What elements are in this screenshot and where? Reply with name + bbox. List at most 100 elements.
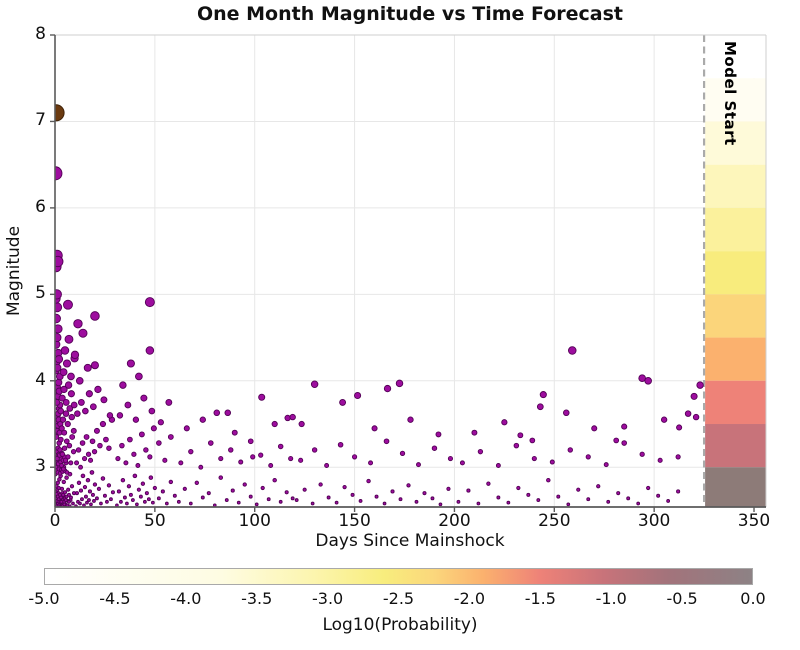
aftershock-point (326, 495, 331, 500)
aftershock-point (90, 361, 99, 370)
aftershock-point (148, 475, 154, 480)
aftershock-point (156, 496, 161, 501)
aftershock-point (64, 420, 71, 428)
forecast-bin (705, 337, 766, 381)
aftershock-point (150, 425, 157, 432)
aftershock-point (290, 496, 295, 501)
mainshock-point (55, 104, 65, 122)
aftershock-point (200, 495, 205, 500)
x-tick-label: 50 (144, 511, 166, 531)
aftershock-point (124, 401, 132, 409)
aftershock-point (62, 359, 72, 368)
colorbar-label: Log10(Probability) (322, 615, 478, 635)
aftershock-point (182, 486, 187, 491)
aftershock-point (311, 447, 318, 453)
aftershock-point (294, 498, 299, 502)
aftershock-point (268, 463, 274, 468)
aftershock-point (92, 482, 98, 487)
aftershock-point (116, 412, 124, 419)
aftershock-point (55, 355, 64, 364)
colorbar-tick-label: -5.0 (28, 589, 60, 608)
aftershock-point (506, 500, 511, 505)
aftershock-point (399, 450, 406, 457)
aftershock-point (63, 498, 68, 502)
y-tick-label: 8 (35, 24, 46, 44)
aftershock-point (517, 432, 524, 439)
aftershock-point (289, 413, 296, 421)
aftershock-point (310, 380, 319, 388)
forecast-bin (705, 380, 766, 425)
aftershock-point (138, 494, 143, 499)
x-tick-label: 300 (637, 511, 671, 531)
aftershock-point (566, 502, 571, 507)
aftershock-point (476, 501, 481, 506)
aftershock-point (78, 464, 83, 470)
aftershock-point (603, 462, 609, 468)
aftershock-point (198, 464, 204, 470)
aftershock-point (254, 502, 259, 507)
aftershock-point (536, 403, 544, 411)
aftershock-point (55, 324, 63, 334)
aftershock-point (59, 495, 63, 500)
aftershock-point (140, 481, 146, 486)
aftershock-point (62, 490, 68, 495)
aftershock-point (228, 447, 234, 453)
x-axis-label: Days Since Mainshock (315, 531, 505, 551)
colorbar-tick-label: -4.0 (170, 589, 202, 608)
colorbar-tick-label: -3.0 (311, 589, 344, 608)
aftershock-point (85, 477, 91, 483)
aftershock-point (79, 440, 86, 446)
aftershock-point (218, 475, 224, 480)
aftershock-point (414, 499, 419, 504)
aftershock-point (74, 491, 79, 496)
aftershock-point (230, 488, 235, 493)
aftershock-point (516, 485, 521, 491)
aftershock-point (696, 381, 704, 389)
aftershock-point (100, 396, 108, 404)
aftershock-point (199, 416, 206, 423)
aftershock-point (61, 429, 68, 436)
aftershock-point (97, 442, 103, 449)
aftershock-point (568, 346, 577, 355)
forecast-band (705, 35, 766, 507)
aftershock-point (95, 496, 99, 501)
aftershock-point (94, 385, 102, 394)
aftershock-point (354, 391, 362, 400)
aftershock-point (69, 484, 75, 489)
aftershock-point (351, 454, 358, 460)
aftershock-point (126, 359, 135, 368)
aftershock-point (106, 483, 112, 488)
aftershock-point (266, 497, 271, 502)
aftershock-point (539, 391, 547, 399)
aftershock-point (692, 413, 700, 421)
aftershock-point (99, 501, 103, 506)
aftershock-point (76, 480, 82, 485)
aftershock-point (55, 480, 60, 485)
aftershock-point (260, 485, 265, 491)
aftershock-point (675, 454, 681, 460)
aftershock-point (585, 454, 591, 460)
aftershock-point (55, 333, 62, 343)
colorbar (44, 568, 753, 585)
aftershock-point (89, 470, 95, 475)
aftershock-point (63, 299, 73, 310)
aftershock-point (471, 429, 478, 436)
aftershock-point (55, 363, 62, 372)
aftershock-point (298, 457, 304, 463)
forecast-bin (705, 35, 766, 79)
aftershock-point (68, 460, 74, 466)
aftershock-point (382, 501, 387, 506)
aftershock-point (108, 497, 113, 502)
aftershock-point (374, 494, 379, 499)
forecast-bin (705, 164, 766, 208)
aftershock-point (88, 457, 94, 463)
aftershock-point (224, 498, 229, 502)
aftershock-point (87, 498, 91, 502)
aftershock-point (278, 499, 283, 504)
aftershock-point (152, 485, 157, 491)
aftershock-point (59, 416, 67, 423)
aftershock-point (466, 488, 471, 493)
aftershock-point (66, 492, 71, 497)
aftershock-point (206, 491, 211, 496)
aftershock-point (150, 500, 155, 505)
